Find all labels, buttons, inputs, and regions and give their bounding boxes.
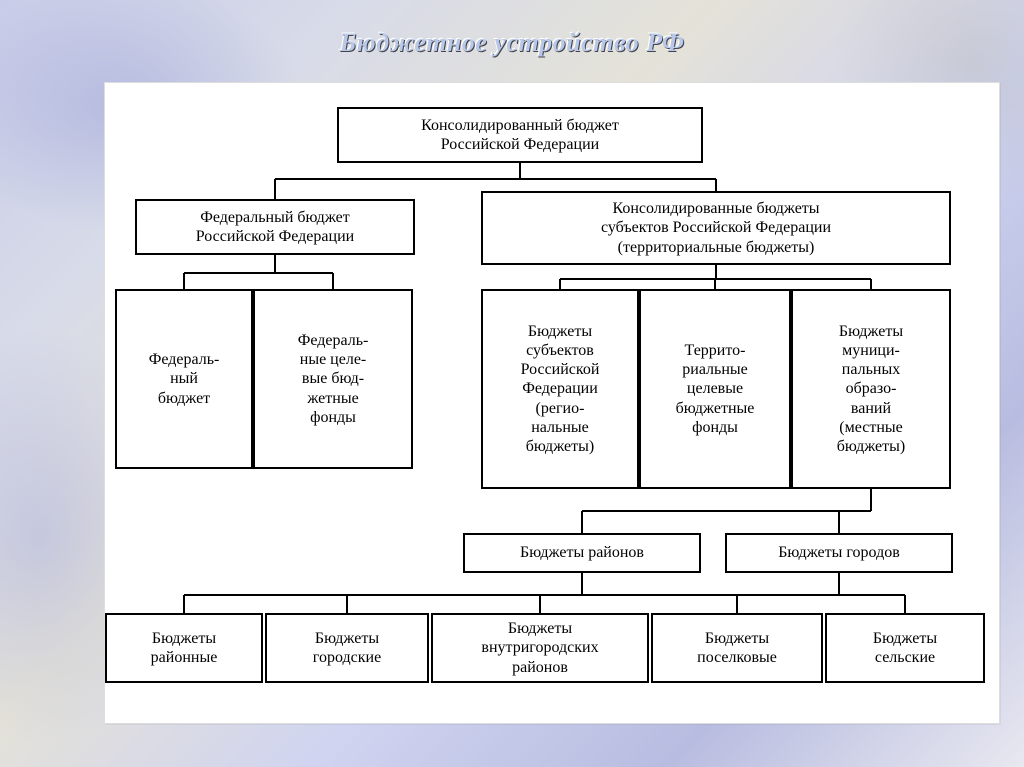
node-label: Федераль-ныйбюджет (149, 350, 220, 408)
node-l4b: Бюджеты городов (725, 533, 953, 573)
node-l5c: Бюджетывнутригородскихрайонов (431, 613, 649, 683)
node-l5b: Бюджетыгородские (265, 613, 429, 683)
diagram-panel: Консолидированный бюджетРоссийской Федер… (104, 82, 1000, 724)
node-l5d: Бюджетыпоселковые (651, 613, 823, 683)
node-label: Бюджетыгородские (313, 629, 381, 667)
node-label: Бюджеты городов (778, 543, 900, 562)
node-label: Федеральный бюджетРоссийской Федерации (196, 208, 354, 246)
node-label: Бюджетывнутригородскихрайонов (481, 619, 598, 677)
node-fed1: Федераль-ныйбюджет (115, 289, 253, 469)
node-label: Террито-риальныецелевыебюджетныефонды (676, 341, 755, 437)
node-reg3: Бюджетымуници-пальныхобразо-ваний(местны… (791, 289, 951, 489)
node-l5a: Бюджетырайонные (105, 613, 263, 683)
node-label: Консолидированный бюджетРоссийской Федер… (421, 116, 619, 154)
node-label: Бюджетымуници-пальныхобразо-ваний(местны… (837, 322, 905, 456)
page-title: Бюджетное устройство РФ (0, 28, 1024, 58)
node-label: Федераль-ные целе-вые бюд-жетныефонды (298, 331, 369, 427)
node-reg2: Террито-риальныецелевыебюджетныефонды (639, 289, 791, 489)
node-label: Консолидированные бюджетысубъектов Росси… (601, 199, 831, 257)
node-fed2: Федераль-ные целе-вые бюд-жетныефонды (253, 289, 413, 469)
node-cons: Консолидированные бюджетысубъектов Росси… (481, 191, 951, 265)
node-reg1: БюджетысубъектовРоссийскойФедерации(реги… (481, 289, 639, 489)
node-label: Бюджетысельские (873, 629, 937, 667)
node-label: БюджетысубъектовРоссийскойФедерации(реги… (521, 322, 600, 456)
node-l5e: Бюджетысельские (825, 613, 985, 683)
node-label: Бюджеты районов (520, 543, 644, 562)
node-root: Консолидированный бюджетРоссийской Федер… (337, 107, 703, 163)
node-label: Бюджетырайонные (151, 629, 218, 667)
node-fed: Федеральный бюджетРоссийской Федерации (135, 199, 415, 255)
node-label: Бюджетыпоселковые (697, 629, 777, 667)
node-l4a: Бюджеты районов (463, 533, 701, 573)
